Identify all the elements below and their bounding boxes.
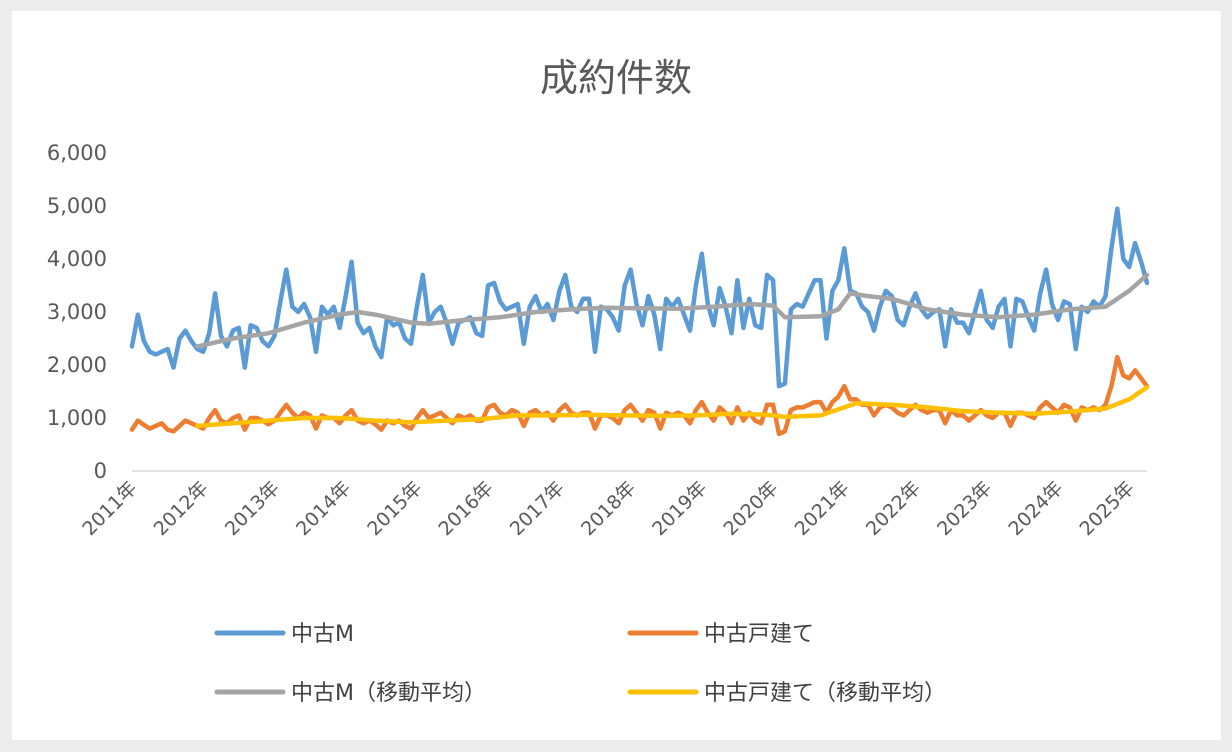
x-tick-label: 2014年 xyxy=(292,477,355,540)
x-tick-label: 2017年 xyxy=(506,477,569,540)
legend-label: 中古M（移動平均） xyxy=(291,681,486,706)
series-line xyxy=(195,272,1150,349)
x-tick-label: 2023年 xyxy=(933,477,996,540)
y-tick-label: 4,000 xyxy=(47,247,107,271)
y-tick-label: 3,000 xyxy=(47,300,107,324)
x-tick-label: 2022年 xyxy=(862,477,925,540)
series-lines xyxy=(129,206,1150,437)
series-line xyxy=(129,354,1150,437)
chart-frame: 成約件数 0 1,000 2,000 3,000 4,000 5,000 6,000 201… xyxy=(12,11,1221,740)
x-tick-label: 2019年 xyxy=(648,477,711,540)
x-tick-label: 2015年 xyxy=(363,477,426,540)
y-axis-ticks: 0 1,000 2,000 3,000 4,000 5,000 6,000 xyxy=(47,141,107,483)
chart-title: 成約件数 xyxy=(540,56,692,100)
y-tick-label: 5,000 xyxy=(47,194,107,218)
x-tick-label: 2011年 xyxy=(78,477,141,540)
series-line xyxy=(129,206,1150,389)
x-tick-label: 2020年 xyxy=(719,477,782,540)
y-tick-label: 0 xyxy=(94,459,107,483)
x-tick-label: 2021年 xyxy=(791,477,854,540)
x-tick-label: 2018年 xyxy=(577,477,640,540)
x-tick-label: 2025年 xyxy=(1076,477,1139,540)
x-tick-label: 2012年 xyxy=(150,477,213,540)
series-line xyxy=(195,385,1150,429)
x-tick-label: 2016年 xyxy=(434,477,497,540)
y-tick-label: 6,000 xyxy=(47,141,107,165)
x-tick-label: 2013年 xyxy=(221,477,284,540)
legend-label: 中古M xyxy=(291,622,354,647)
y-tick-label: 1,000 xyxy=(47,406,107,430)
y-tick-label: 2,000 xyxy=(47,353,107,377)
line-chart: 成約件数 0 1,000 2,000 3,000 4,000 5,000 6,000 201… xyxy=(47,56,1150,706)
legend-label: 中古戸建て xyxy=(704,622,814,647)
x-axis-ticks: 2011年 2012年 2013年 2014年 2015年 2016年 2017年 2018年… xyxy=(78,477,1138,540)
x-tick-label: 2024年 xyxy=(1004,477,1067,540)
legend-label: 中古戸建て（移動平均） xyxy=(704,681,946,706)
